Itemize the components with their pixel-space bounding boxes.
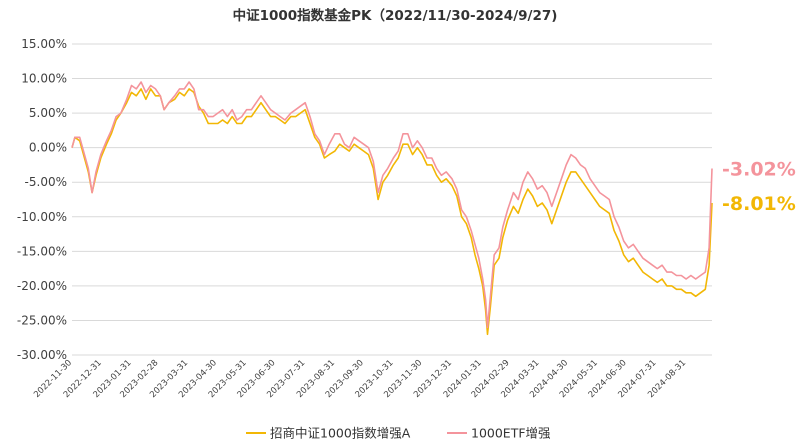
y-tick-label: -10.00% bbox=[17, 210, 67, 224]
series-line-1 bbox=[71, 81, 713, 329]
end-value-label-0: -8.01% bbox=[722, 193, 796, 215]
series-line-0 bbox=[71, 88, 713, 336]
legend-label-series-a: 招商中证1000指数增强A bbox=[270, 426, 411, 441]
y-tick-label: 10.00% bbox=[21, 72, 67, 86]
legend: 招商中证1000指数增强A 1000ETF增强 bbox=[246, 426, 551, 441]
chart-title: 中证1000指数基金PK（2022/11/30-2024/9/27) bbox=[233, 7, 558, 24]
y-tick-label: -5.00% bbox=[25, 175, 67, 189]
end-labels: -8.01% -3.02% bbox=[722, 159, 796, 215]
y-tick-label: -25.00% bbox=[17, 313, 67, 327]
grid-lines bbox=[72, 43, 712, 356]
end-value-label-1: -3.02% bbox=[722, 159, 796, 181]
y-tick-label: 5.00% bbox=[29, 106, 67, 120]
y-tick-label: -20.00% bbox=[17, 279, 67, 293]
y-tick-label: 0.00% bbox=[29, 141, 67, 155]
y-tick-label: -15.00% bbox=[17, 244, 67, 258]
legend-label-series-b: 1000ETF增强 bbox=[471, 426, 551, 441]
x-axis-ticks: 2022-11-302022-12-312023-01-312023-02-28… bbox=[32, 358, 688, 400]
y-tick-label: -30.00% bbox=[17, 348, 67, 362]
y-tick-label: 15.00% bbox=[21, 37, 67, 51]
y-axis-ticks: 15.00% 10.00% 5.00% 0.00% -5.00% -10.00% -15.0… bbox=[17, 37, 67, 362]
series-lines bbox=[71, 81, 713, 336]
